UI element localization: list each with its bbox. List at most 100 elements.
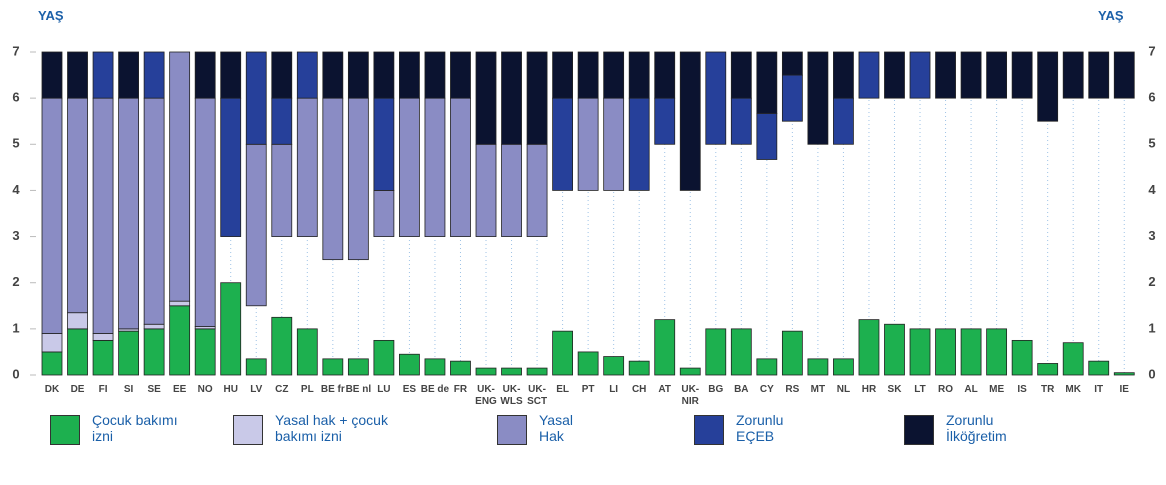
bar-segment	[730, 97, 752, 145]
x-tick-label: BA	[734, 384, 749, 395]
bar-segment	[552, 330, 573, 376]
x-tick-label: IS	[1017, 384, 1027, 395]
y-tick-label-right: 6	[1148, 90, 1155, 105]
bar-segment	[194, 328, 216, 376]
x-tick-label: RS	[785, 384, 800, 395]
y-tick-label: 0	[12, 366, 19, 381]
bar-segment	[67, 312, 88, 330]
x-tick-label: FI	[98, 384, 108, 395]
bar-segment	[986, 51, 1008, 99]
bar-segment	[603, 97, 625, 191]
bar-segment	[935, 51, 956, 99]
x-tick-label: AL	[964, 384, 978, 395]
x-tick-label: LI	[609, 384, 619, 395]
x-tick-label: CY	[759, 384, 774, 395]
legend-label: Yasal Hak	[539, 412, 573, 444]
x-tick-label: HR	[861, 384, 877, 395]
bar-segment	[705, 51, 727, 145]
bar-segment	[1011, 51, 1033, 99]
bar-segment	[1088, 360, 1110, 376]
y-tick-label-right: 3	[1148, 228, 1155, 243]
bar-segment	[399, 51, 420, 99]
bar-segment	[220, 282, 242, 376]
x-tick-label: ME	[989, 384, 1005, 395]
bar-segment	[194, 51, 216, 99]
bar-segment	[603, 51, 625, 99]
y-tick-label: 7	[12, 43, 19, 58]
bar-segment	[41, 51, 63, 99]
bar-segment	[986, 328, 1008, 376]
bar-segment	[347, 97, 369, 261]
x-tick-label: CZ	[275, 384, 289, 395]
bar-segment	[756, 112, 778, 160]
bar-segment	[577, 97, 599, 191]
bar-segment	[858, 319, 880, 376]
x-tick-label: RO	[938, 384, 954, 395]
x-tick-label: LT	[914, 384, 926, 395]
bar-segment	[450, 360, 471, 376]
bar-segment	[909, 51, 931, 99]
bar-segment	[526, 143, 548, 237]
bar-segment	[245, 358, 267, 376]
x-tick-label: TR	[1040, 384, 1055, 395]
bar-segment	[807, 51, 829, 145]
bar-segment	[92, 51, 114, 99]
y-tick-label-right: 1	[1148, 320, 1155, 335]
bar-segment	[245, 143, 267, 307]
bar-segment	[1011, 339, 1033, 376]
bar-segment	[781, 51, 803, 76]
bar-segment	[475, 143, 497, 237]
bar-segment	[271, 143, 293, 237]
legend-swatch	[694, 415, 724, 445]
bar-segment	[807, 358, 829, 376]
x-tick-label: SK	[887, 384, 902, 395]
bar-segment	[296, 51, 318, 99]
bar-segment	[245, 51, 267, 145]
legend-label: Zorunlu İlköğretim	[946, 412, 1007, 444]
bar-segment	[501, 143, 522, 237]
x-tick-label: UK-WLS	[500, 384, 523, 407]
bar-segment	[271, 51, 293, 99]
bar-segment	[169, 300, 191, 307]
x-tick-label: BE nl	[345, 384, 372, 395]
bar-segment	[118, 330, 139, 376]
bar-segment	[271, 97, 293, 145]
bar-segment	[143, 328, 165, 376]
bar-segment	[960, 328, 982, 376]
bar-segment	[730, 51, 752, 99]
bar-segment	[424, 97, 446, 237]
bar-segment	[526, 51, 548, 145]
bar-segment	[373, 51, 395, 99]
x-tick-label: EE	[172, 384, 187, 395]
x-tick-label: LV	[250, 384, 263, 395]
x-tick-label: BE fr	[320, 384, 345, 395]
x-tick-label: SE	[147, 384, 161, 395]
bar-segment	[501, 367, 522, 376]
bar-segment	[373, 339, 395, 376]
bar-segment	[67, 328, 88, 376]
y-tick-label: 5	[12, 136, 19, 151]
y-tick-label: 2	[12, 274, 19, 289]
bar-segment	[884, 51, 905, 99]
bar-segment	[552, 51, 573, 99]
bar-segment	[424, 358, 446, 376]
bar-segment	[1062, 51, 1084, 99]
bar-segment	[577, 351, 599, 376]
bar-segment	[756, 358, 778, 376]
legend-swatch	[497, 415, 527, 445]
y-tick-label-right: 4	[1148, 182, 1156, 197]
bar-segment	[322, 51, 344, 99]
x-tick-label: UK-ENG	[475, 384, 497, 407]
x-tick-label: DE	[70, 384, 85, 395]
bar-segment	[92, 333, 114, 341]
bar-segment	[322, 358, 344, 376]
x-tick-label: PL	[300, 384, 314, 395]
bar-segment	[756, 51, 778, 114]
x-tick-label: HU	[223, 384, 238, 395]
x-tick-label: SI	[123, 384, 134, 395]
bar-segment	[41, 351, 63, 376]
bar-segment	[373, 97, 395, 191]
x-tick-label: BE de	[420, 384, 450, 395]
